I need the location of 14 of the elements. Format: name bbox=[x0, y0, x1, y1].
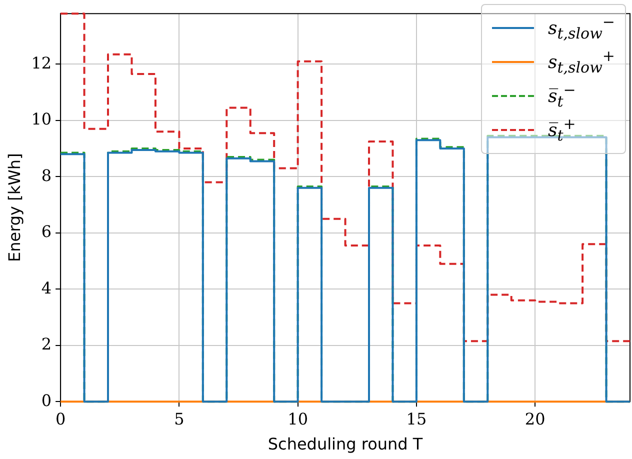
y-tick-label: 10 bbox=[31, 110, 52, 129]
x-tick-label: 20 bbox=[524, 409, 546, 428]
y-tick-label: 4 bbox=[41, 278, 52, 298]
y-tick-label: 0 bbox=[41, 390, 52, 410]
x-tick-label: 5 bbox=[174, 409, 184, 428]
y-tick-label: 6 bbox=[41, 222, 52, 242]
y-tick-label: 12 bbox=[31, 53, 52, 72]
x-tick-label: 0 bbox=[55, 409, 66, 428]
y-tick-label: 8 bbox=[41, 166, 52, 185]
x-tick-label: 10 bbox=[288, 409, 308, 428]
x-tick-label: 15 bbox=[406, 409, 427, 428]
x-axis-title: Scheduling round T bbox=[268, 434, 423, 454]
y-tick-label: 2 bbox=[41, 334, 52, 354]
y-axis-title: Energy [kWh] bbox=[4, 153, 24, 262]
